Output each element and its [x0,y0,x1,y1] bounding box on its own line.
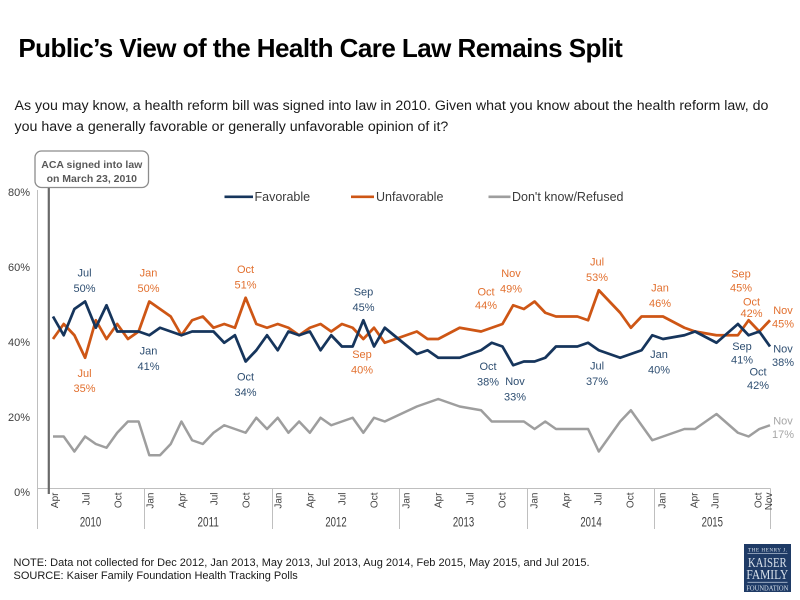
svg-text:Oct: Oct [743,297,760,309]
svg-text:Jan: Jan [274,493,285,509]
svg-text:KAISER: KAISER [748,556,787,571]
svg-text:Oct: Oct [237,264,254,276]
svg-text:Don't know/Refused: Don't know/Refused [512,190,624,204]
svg-text:Oct: Oct [479,361,496,373]
svg-text:Oct: Oct [477,287,494,299]
svg-text:42%: 42% [747,380,769,392]
svg-text:Oct: Oct [237,372,254,384]
svg-text:Jul: Jul [593,493,604,506]
svg-text:Sep: Sep [352,349,372,361]
svg-text:Nov: Nov [505,376,525,388]
svg-text:20%: 20% [8,412,30,424]
svg-text:Oct: Oct [753,492,764,508]
svg-text:Jul: Jul [338,493,349,506]
svg-text:FAMILY: FAMILY [746,568,788,583]
svg-text:Oct: Oct [497,492,508,508]
svg-text:Jan: Jan [650,349,668,361]
svg-text:Apr: Apr [434,492,445,508]
svg-text:Jul: Jul [590,361,604,373]
svg-text:51%: 51% [234,279,256,291]
svg-text:on March 23, 2010: on March 23, 2010 [47,173,138,185]
svg-text:80%: 80% [8,187,30,199]
svg-text:Sep: Sep [732,341,752,353]
svg-text:Sep: Sep [354,286,374,298]
svg-text:Nov: Nov [773,305,793,317]
svg-text:41%: 41% [731,355,753,367]
svg-text:41%: 41% [137,361,159,373]
svg-text:Apr: Apr [561,492,572,508]
svg-text:Apr: Apr [50,492,61,508]
svg-text:Oct: Oct [370,492,381,508]
svg-text:53%: 53% [586,272,608,284]
svg-text:Jan: Jan [657,493,668,509]
svg-text:Jan: Jan [140,268,158,280]
svg-text:45%: 45% [352,302,374,314]
svg-text:2011: 2011 [198,515,219,530]
svg-text:50%: 50% [137,283,159,295]
svg-text:2014: 2014 [580,515,602,530]
svg-text:Jan: Jan [529,493,540,509]
svg-text:46%: 46% [649,298,671,310]
svg-text:Jul: Jul [77,267,91,279]
svg-text:45%: 45% [772,319,794,331]
svg-text:Nov: Nov [501,268,521,280]
svg-text:Apr: Apr [178,492,189,508]
svg-text:40%: 40% [8,337,30,349]
svg-text:Unfavorable: Unfavorable [376,190,443,204]
svg-text:17%: 17% [772,429,794,441]
svg-text:45%: 45% [730,283,752,295]
svg-text:Oct: Oct [625,492,636,508]
svg-text:Oct: Oct [114,492,125,508]
svg-text:Nov: Nov [773,416,793,428]
svg-text:FOUNDATION: FOUNDATION [746,584,788,593]
svg-text:Favorable: Favorable [255,190,311,204]
svg-text:Oct: Oct [749,367,766,379]
svg-text:Jan: Jan [651,283,669,295]
svg-text:Jul: Jul [77,368,91,380]
svg-text:Jul: Jul [82,493,93,506]
svg-text:Nov: Nov [773,344,793,356]
svg-text:40%: 40% [351,364,373,376]
svg-text:2010: 2010 [80,515,102,530]
svg-text:Jan: Jan [140,345,158,357]
svg-text:40%: 40% [648,364,670,376]
svg-text:Jul: Jul [465,493,476,506]
svg-text:Nov: Nov [764,493,775,511]
svg-text:49%: 49% [500,284,522,296]
svg-text:Apr: Apr [306,492,317,508]
svg-text:Sep: Sep [731,269,751,281]
svg-text:Oct: Oct [242,492,253,508]
svg-text:2015: 2015 [702,515,724,530]
svg-text:0%: 0% [14,487,30,499]
svg-text:50%: 50% [73,283,95,295]
svg-text:37%: 37% [586,376,608,388]
svg-text:Apr: Apr [689,492,700,508]
svg-text:ACA signed into law: ACA signed into law [41,159,143,171]
svg-text:Jan: Jan [402,493,413,509]
svg-text:38%: 38% [772,357,794,369]
svg-text:34%: 34% [234,387,256,399]
svg-text:THE HENRY J.: THE HENRY J. [748,548,787,554]
svg-text:Jul: Jul [590,256,604,268]
svg-text:42%: 42% [740,308,762,320]
svg-text:2012: 2012 [325,515,346,530]
svg-text:35%: 35% [73,383,95,395]
svg-text:Jul: Jul [210,493,221,506]
svg-text:33%: 33% [504,391,526,403]
svg-text:2013: 2013 [453,515,475,530]
svg-text:44%: 44% [475,300,497,312]
svg-text:60%: 60% [8,262,30,274]
svg-text:Jan: Jan [146,493,157,509]
svg-text:38%: 38% [477,376,499,388]
svg-text:Jun: Jun [711,493,722,509]
